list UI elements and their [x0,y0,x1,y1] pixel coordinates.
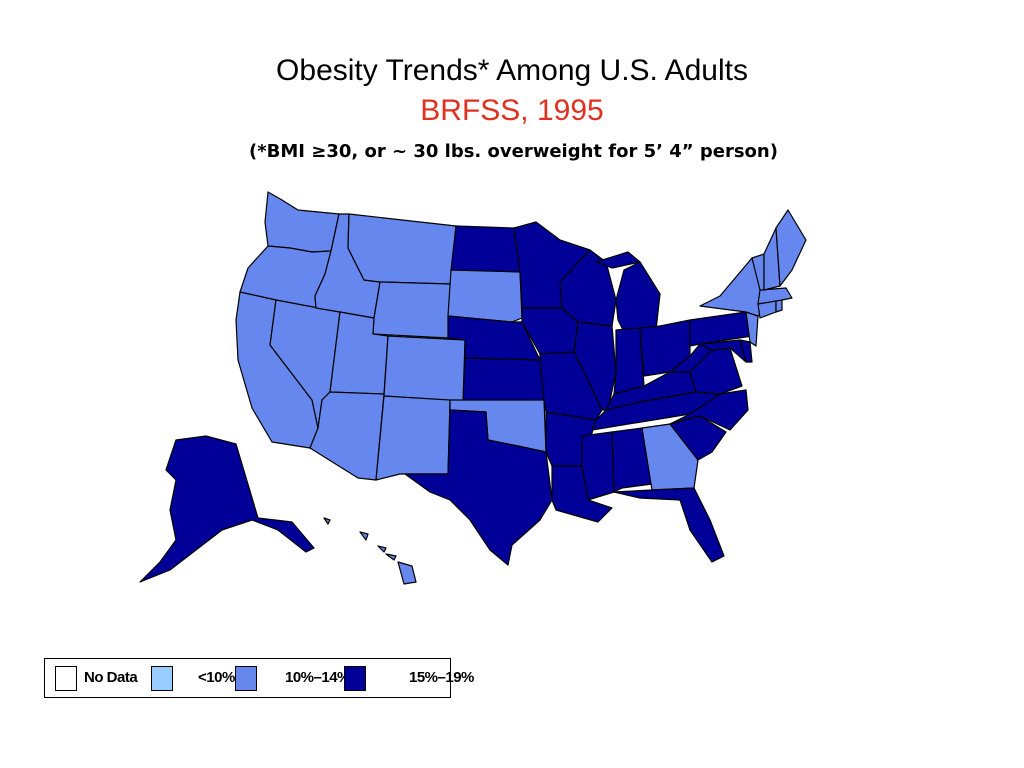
state-alabama [611,427,653,493]
state-new-jersey [745,311,759,347]
legend-swatch-lt10 [151,666,173,691]
state-alaska [139,435,315,583]
state-massachusetts [757,287,793,305]
map-legend: No Data <10% 10%–14% 15%–19% [44,658,474,698]
state-montana [347,213,457,285]
legend-label-10-14: 10%–14% [285,669,350,686]
state-new-mexico [375,395,451,481]
state-washington [264,191,340,253]
legend-label-15-19: 15%–19% [409,669,474,686]
state-north-carolina [669,389,749,431]
state-wyoming [372,281,452,339]
state-wisconsin [559,249,617,327]
state-south-dakota [447,269,523,323]
state-rhode-island [775,299,783,313]
map-title: Obesity Trends* Among U.S. Adults [276,54,748,87]
state-texas [404,409,553,566]
state-georgia [641,423,699,491]
legend-swatch-no-data [55,666,77,691]
state-arizona [309,391,385,481]
state-maine [775,209,807,287]
state-mississippi [581,431,615,501]
state-north-dakota [450,225,521,273]
legend-swatch-10-14 [235,666,257,691]
state-illinois [573,321,617,411]
state-pennsylvania [689,311,753,347]
state-colorado [383,335,466,403]
state-indiana [613,327,645,395]
legend-label-no-data: No Data [84,669,138,686]
state-hawaii [323,517,417,585]
legend-label-lt10: <10% [198,669,235,686]
state-maryland [699,339,747,363]
state-kansas [462,357,545,403]
map-subtitle: BRFSS, 1995 [420,94,604,127]
state-florida [613,487,725,563]
state-michigan [595,251,661,333]
bmi-footnote: (*BMI ≥30, or ~ 30 lbs. overweight for 5… [249,141,778,162]
state-delaware [739,339,753,363]
legend-swatch-15-19 [344,666,366,691]
